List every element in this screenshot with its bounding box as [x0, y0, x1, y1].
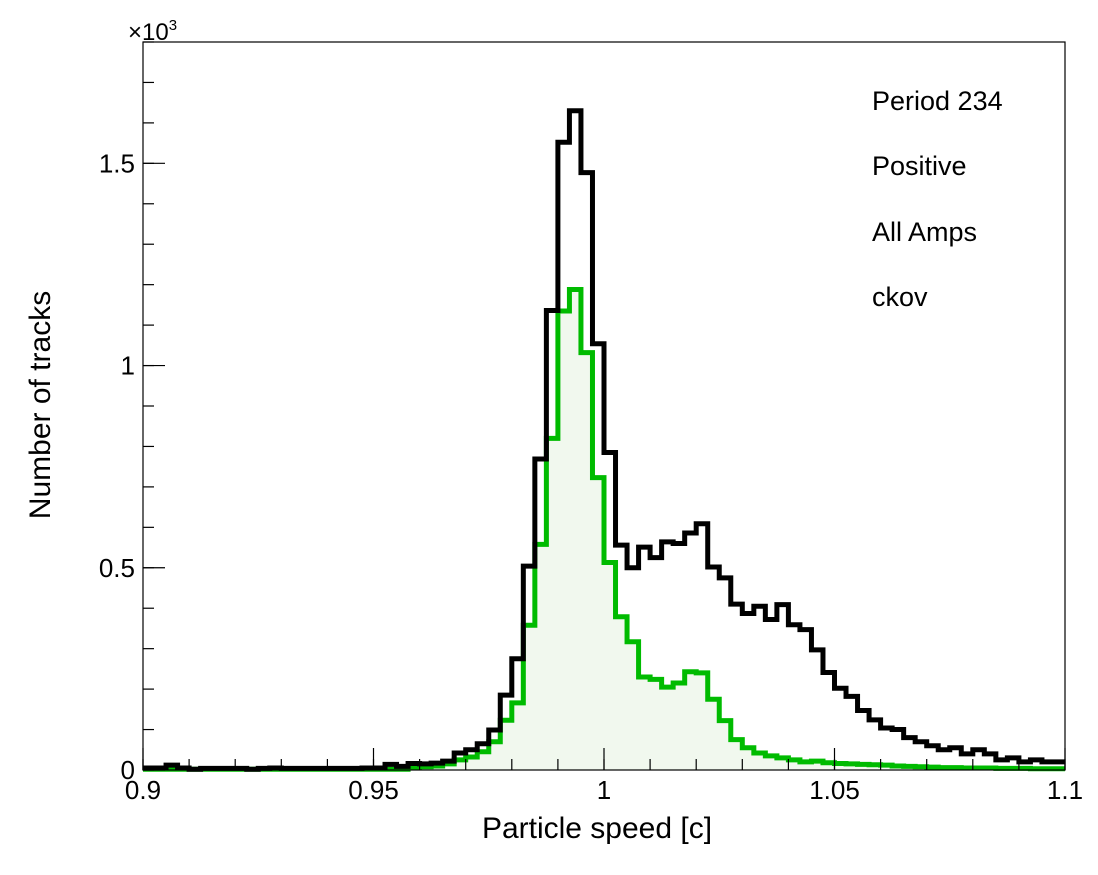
- x-tick-label: 0.9: [125, 775, 161, 805]
- y-tick-label: 0.5: [99, 553, 135, 583]
- y-axis: 0 0.5 1 1.5: [99, 41, 165, 785]
- legend-detector: ckov: [872, 282, 928, 312]
- y-axis-title: Number of tracks: [24, 291, 57, 519]
- y-tick-label: 0: [121, 755, 135, 785]
- series-layer: [143, 108, 1065, 772]
- legend-amps: All Amps: [872, 217, 977, 247]
- legend-charge: Positive: [872, 151, 967, 181]
- x-axis: 0.9 0.95 1 1.05 1.1: [125, 748, 1083, 805]
- legend-period: Period 234: [872, 86, 1003, 116]
- series-1-line: [143, 287, 1065, 772]
- y-axis-multiplier-exponent: 3: [169, 17, 177, 34]
- x-axis-title: Particle speed [c]: [482, 812, 712, 845]
- x-tick-label: 1.05: [809, 775, 860, 805]
- y-tick-label: 1.5: [99, 148, 135, 178]
- x-tick-label: 0.95: [348, 775, 399, 805]
- x-tick-label: 1: [597, 775, 611, 805]
- y-axis-multiplier: ×103: [128, 17, 177, 46]
- y-tick-label: 1: [121, 351, 135, 381]
- x-tick-label: 1.1: [1047, 775, 1083, 805]
- series-0-line: [143, 108, 1065, 772]
